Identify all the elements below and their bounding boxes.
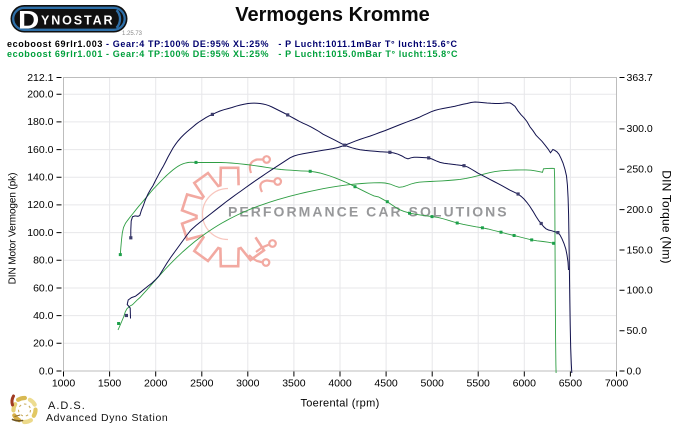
svg-text:200.0: 200.0 [27,89,53,101]
svg-text:4000: 4000 [328,378,352,390]
svg-text:140.0: 140.0 [27,172,53,184]
svg-text:5500: 5500 [467,378,491,390]
svg-text:1500: 1500 [98,378,122,390]
svg-text:Toerental (rpm): Toerental (rpm) [300,398,379,410]
svg-text:160.0: 160.0 [27,144,53,156]
svg-text:250.0: 250.0 [627,164,653,176]
svg-text:180.0: 180.0 [27,116,53,128]
svg-text:PERFORMANCE CAR SOLUTIONS: PERFORMANCE CAR SOLUTIONS [228,204,509,220]
svg-text:100.0: 100.0 [27,227,53,239]
svg-text:2500: 2500 [190,378,214,390]
svg-text:150.0: 150.0 [627,244,653,256]
svg-text:20.0: 20.0 [33,338,54,350]
svg-text:5000: 5000 [421,378,445,390]
svg-text:100.0: 100.0 [627,285,653,297]
svg-text:3000: 3000 [236,378,260,390]
svg-text:DIN Torque (Nm): DIN Torque (Nm) [660,170,674,263]
svg-text:7000: 7000 [605,378,629,390]
svg-text:6000: 6000 [513,378,537,390]
svg-text:200.0: 200.0 [627,204,653,216]
svg-text:80.0: 80.0 [33,255,54,267]
svg-text:2000: 2000 [144,378,168,390]
svg-text:363.7: 363.7 [627,72,653,84]
svg-text:1000: 1000 [52,378,76,390]
svg-text:60.0: 60.0 [33,282,54,294]
svg-text:6500: 6500 [559,378,583,390]
svg-text:0.0: 0.0 [627,365,642,377]
svg-text:YNOSTAR: YNOSTAR [41,13,115,27]
svg-text:3500: 3500 [282,378,306,390]
svg-text:50.0: 50.0 [627,325,648,337]
svg-text:DIN Motor Vermogen (pk): DIN Motor Vermogen (pk) [8,173,19,285]
svg-text:40.0: 40.0 [33,310,54,322]
svg-text:D: D [18,6,39,34]
svg-text:4500: 4500 [374,378,398,390]
svg-text:212.1: 212.1 [27,72,53,84]
svg-text:120.0: 120.0 [27,199,53,211]
svg-text:300.0: 300.0 [627,123,653,135]
svg-text:0.0: 0.0 [39,365,54,377]
